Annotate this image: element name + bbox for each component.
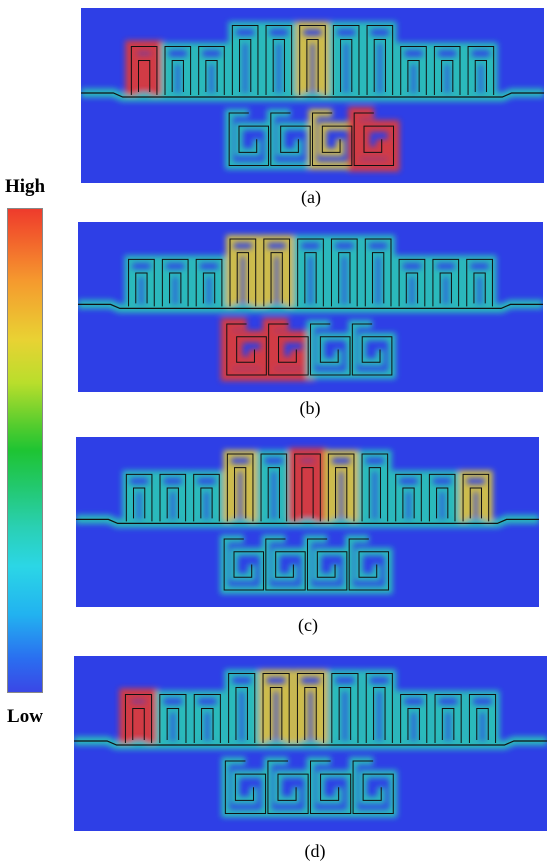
resonator-top-2 [161, 258, 189, 307]
resonator-top-7 [327, 453, 355, 522]
resonator-top-3 [193, 694, 221, 743]
resonator-top-5 [260, 453, 288, 522]
resonator-bottom-4 [352, 760, 394, 814]
feed-line [78, 303, 543, 309]
field-map-a [81, 21, 544, 172]
resonator-bottom-2 [265, 538, 306, 591]
field-panel-b [78, 222, 543, 392]
resonator-top-10 [432, 258, 460, 307]
resonator-top-7 [332, 25, 360, 95]
resonator-top-8 [361, 453, 389, 522]
resonator-top-4 [226, 453, 254, 522]
resonator-top-5 [263, 238, 291, 307]
circuit-lines [78, 238, 543, 376]
resonator-top-10 [433, 46, 461, 95]
resonator-top-5 [262, 673, 290, 743]
resonator-bottom-4 [353, 112, 395, 166]
resonator-bottom-1 [223, 538, 265, 591]
resonator-top-6 [297, 238, 324, 307]
resonator-top-7 [330, 238, 358, 307]
resonator-top-3 [198, 46, 225, 95]
field-map-c [76, 448, 539, 594]
resonator-top-11 [467, 46, 495, 95]
circuit-lines [74, 673, 547, 814]
resonator-top-2 [159, 473, 187, 522]
colorbar-high-label: High [4, 176, 46, 197]
field-panel-d [74, 656, 547, 831]
resonator-bottom-3 [310, 760, 352, 814]
colorbar [7, 208, 43, 693]
feed-line [81, 92, 544, 98]
resonator-bottom-4 [348, 538, 390, 591]
circuit-lines [76, 453, 539, 591]
field-map-b [78, 235, 543, 381]
resonator-top-9 [400, 46, 427, 95]
circuit-lines [81, 25, 544, 166]
resonator-top-2 [164, 46, 192, 95]
resonator-bottom-2 [267, 760, 309, 814]
resonator-top-3 [193, 473, 220, 522]
resonator-bottom-1 [228, 112, 270, 166]
resonator-top-11 [468, 694, 497, 743]
resonator-top-8 [365, 673, 393, 743]
resonator-top-8 [366, 25, 394, 95]
resonator-top-9 [395, 473, 422, 522]
resonator-bottom-1 [226, 323, 267, 376]
resonator-top-1 [130, 46, 158, 95]
resonator-bottom-3 [312, 112, 353, 166]
resonator-top-3 [195, 258, 223, 307]
resonator-top-6 [294, 453, 321, 522]
resonator-top-10 [428, 473, 456, 522]
resonator-bottom-3 [310, 323, 351, 376]
resonator-top-4 [229, 238, 257, 307]
field-map-d [74, 669, 547, 818]
resonator-top-7 [331, 673, 359, 743]
panel-caption-a: (a) [301, 187, 321, 207]
colorbar-low-label: Low [7, 706, 43, 727]
field-panel-c [76, 437, 539, 607]
resonator-top-6 [299, 25, 326, 95]
resonator-top-9 [398, 258, 426, 307]
resonator-bottom-1 [224, 760, 267, 814]
resonator-bottom-2 [268, 323, 309, 376]
panel-caption-b: (b) [299, 398, 321, 418]
resonator-top-4 [231, 25, 259, 95]
resonator-top-9 [400, 694, 428, 743]
resonator-bottom-3 [307, 538, 348, 591]
resonator-top-2 [159, 694, 187, 743]
resonator-top-1 [125, 473, 153, 522]
resonator-top-8 [364, 238, 392, 307]
resonator-top-6 [296, 673, 325, 743]
resonator-top-11 [462, 473, 490, 522]
resonator-bottom-2 [270, 112, 311, 166]
resonator-top-5 [265, 25, 293, 95]
panel-caption-c: (c) [298, 615, 318, 635]
feed-line [74, 740, 547, 746]
panel-caption-d: (d) [304, 841, 326, 861]
resonator-top-1 [124, 694, 153, 743]
resonator-top-10 [434, 694, 462, 743]
resonator-top-1 [128, 258, 155, 307]
resonator-top-11 [466, 258, 493, 307]
resonator-top-4 [228, 673, 256, 743]
resonator-bottom-4 [351, 323, 393, 376]
feed-line [76, 518, 539, 524]
field-panel-a [81, 8, 544, 183]
